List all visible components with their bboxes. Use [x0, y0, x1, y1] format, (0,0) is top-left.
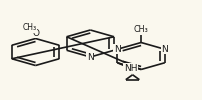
Text: NH: NH — [123, 64, 137, 73]
Text: CH₃: CH₃ — [133, 25, 148, 34]
Text: N: N — [161, 45, 167, 54]
Text: CH₃: CH₃ — [22, 24, 37, 32]
Text: N: N — [113, 45, 120, 54]
Text: O: O — [32, 28, 39, 38]
Text: N: N — [86, 52, 93, 62]
